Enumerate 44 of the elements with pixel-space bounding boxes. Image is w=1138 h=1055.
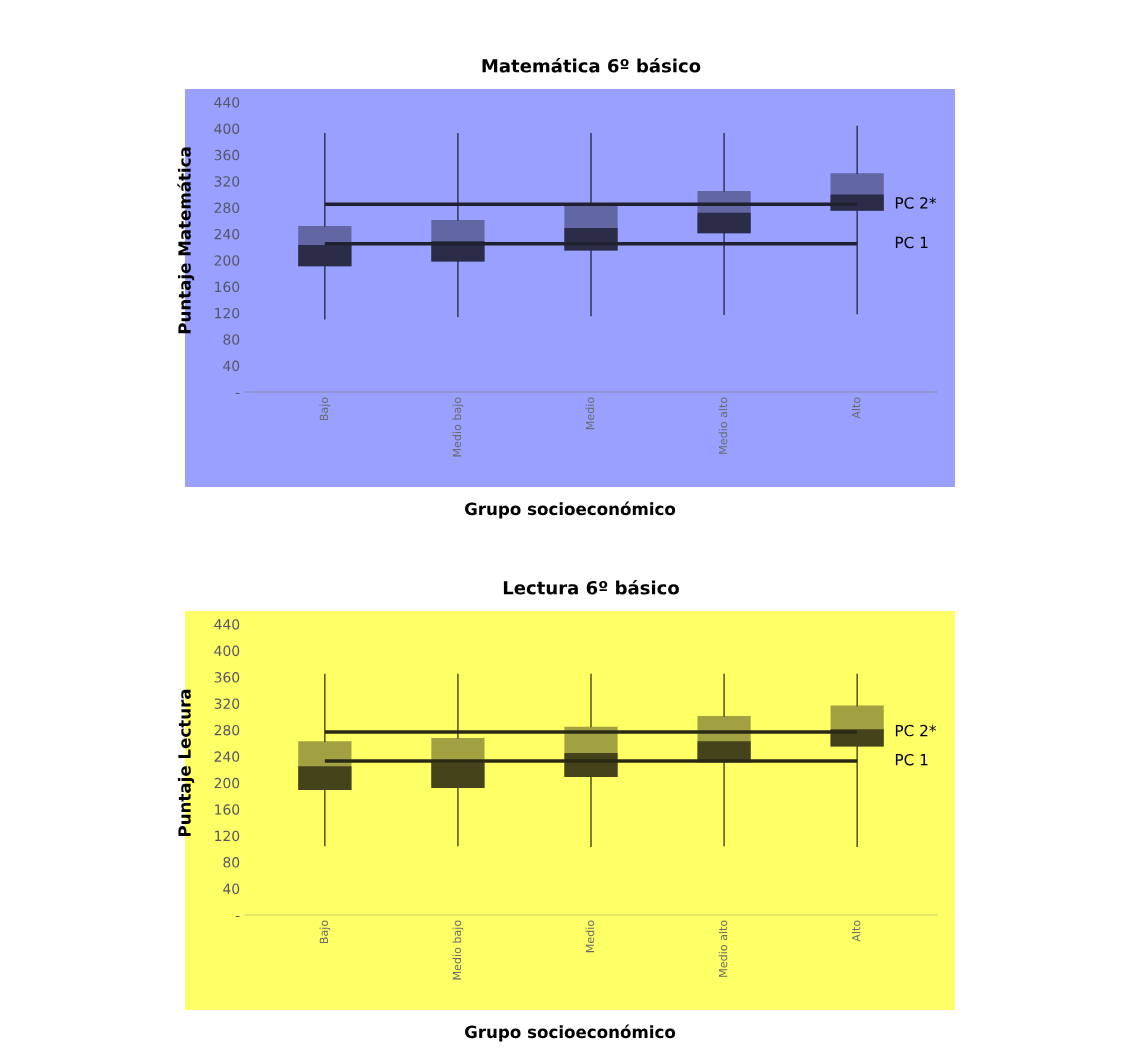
x-tick-label: Medio bajo — [452, 920, 464, 980]
y-tick-label: - — [235, 392, 240, 395]
y-axis-title: Puntaje Matemática — [177, 147, 195, 334]
y-tick-label: 280 — [214, 202, 240, 214]
y-tick-label: 160 — [215, 804, 240, 815]
y-tick-label: 440 — [214, 97, 240, 108]
y-tick-label: 400 — [214, 123, 240, 134]
x-tick-label: Medio bajo — [452, 397, 464, 457]
ref-line-label: PC 1 — [895, 236, 928, 249]
x-tick-label: Medio — [585, 397, 595, 430]
y-tick-label: 320 — [214, 176, 240, 187]
y-tick-label: 160 — [215, 281, 240, 293]
y-tick-label: 80 — [223, 334, 240, 345]
x-tick-label: Bajo — [319, 397, 331, 421]
x-tick-label: Alto — [851, 920, 861, 942]
y-tick-label: 200 — [214, 777, 240, 789]
y-tick-label: 400 — [214, 645, 240, 657]
x-tick-label: Medio — [585, 920, 595, 953]
y-tick-label: 120 — [215, 307, 240, 319]
ref-line-label: PC 2* — [895, 197, 937, 209]
y-tick-label: 200 — [214, 255, 240, 266]
y-tick-label: 40 — [223, 883, 240, 895]
y-tick-label: 440 — [214, 619, 240, 630]
ref-line-label: PC 1 — [895, 753, 928, 766]
y-tick-label: 240 — [214, 751, 240, 762]
y-tick-label: 120 — [215, 830, 240, 842]
x-tick-label: Bajo — [319, 920, 331, 944]
x-tick-label: Medio alto — [718, 920, 728, 977]
y-tick-label: - — [235, 915, 240, 918]
y-tick-label: 80 — [223, 857, 240, 868]
ref-line-label: PC 2* — [895, 724, 937, 737]
y-tick-label: 360 — [214, 149, 240, 161]
x-axis-title: Grupo socioeconómico — [464, 501, 676, 519]
chart-title: Matemática 6º básico — [482, 57, 701, 73]
x-axis-title: Grupo socioeconómico — [464, 1024, 676, 1042]
chart-title: Lectura 6º básico — [503, 579, 679, 595]
y-tick-label: 280 — [214, 724, 240, 736]
x-tick-label: Alto — [851, 397, 861, 419]
y-tick-label: 40 — [223, 360, 240, 372]
y-tick-label: 360 — [214, 672, 240, 683]
x-tick-label: Medio alto — [718, 397, 728, 454]
y-tick-label: 320 — [214, 698, 240, 709]
y-tick-label: 240 — [214, 228, 240, 240]
y-axis-title: Puntaje Lectura — [177, 689, 195, 837]
